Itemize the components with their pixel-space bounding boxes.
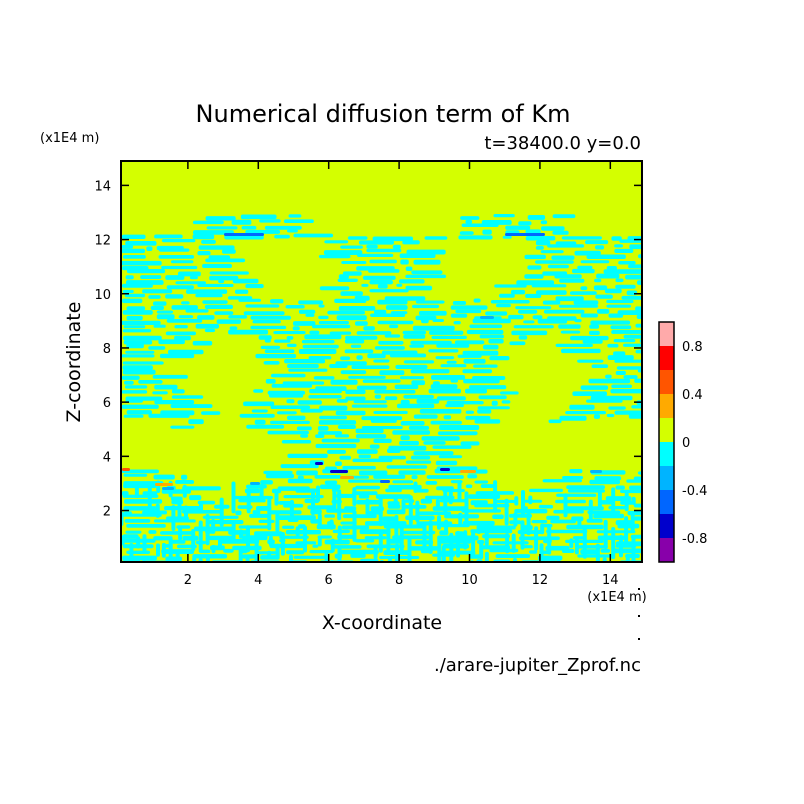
chart-title: Numerical diffusion term of Km bbox=[196, 100, 571, 128]
colorbar-tick-label: -0.4 bbox=[682, 484, 707, 499]
x-tick-label: 4 bbox=[254, 573, 262, 588]
chart-subtitle: t=38400.0 y=0.0 bbox=[484, 133, 641, 154]
colorbar-segment bbox=[659, 370, 674, 394]
x-tick-label: 6 bbox=[325, 573, 333, 588]
y-tick-label: 4 bbox=[103, 450, 111, 465]
y-tick-label: 12 bbox=[94, 234, 111, 249]
x-unit-label: (x1E4 m) bbox=[587, 590, 646, 605]
y-axis-label: Z-coordinate bbox=[63, 302, 85, 423]
x-tick-label: 12 bbox=[532, 573, 549, 588]
x-tick-label: 8 bbox=[395, 573, 403, 588]
y-tick-label: 8 bbox=[103, 342, 111, 357]
colorbar-tick-label: -0.8 bbox=[682, 532, 707, 547]
y-tick-label: 6 bbox=[103, 396, 111, 411]
plot-frame bbox=[120, 160, 643, 563]
x-tick-label: 10 bbox=[461, 573, 478, 588]
x-tick-label: 2 bbox=[184, 573, 192, 588]
y-axis-ticks: 2 4 6 8 10 12 14 bbox=[94, 179, 642, 520]
colorbar-segment bbox=[659, 538, 674, 562]
colorbar-frame bbox=[658, 321, 675, 563]
colorbar-tick-label: 0.4 bbox=[682, 388, 703, 403]
colorbar-segment bbox=[659, 346, 674, 370]
colorbar-segment bbox=[659, 442, 674, 466]
y-tick-label: 14 bbox=[94, 179, 111, 194]
colorbar-segment bbox=[659, 466, 674, 490]
colorbar-tick-label: 0.8 bbox=[682, 340, 703, 355]
colorbar-segment bbox=[659, 514, 674, 538]
y-unit-label: (x1E4 m) bbox=[40, 131, 99, 146]
colorbar-segment bbox=[659, 394, 674, 418]
colorbar-segment bbox=[659, 322, 674, 346]
colorbar: -0.8 -0.4 0 0.4 0.8 bbox=[658, 321, 707, 563]
x-axis-ticks: 2 4 6 8 10 12 14 bbox=[184, 161, 619, 588]
x-tick-label: 14 bbox=[602, 573, 619, 588]
x-axis-label: X-coordinate bbox=[322, 612, 442, 634]
colorbar-segment bbox=[659, 490, 674, 514]
colorbar-tick-label: 0 bbox=[682, 436, 690, 451]
decorative-dots bbox=[638, 588, 640, 640]
y-tick-label: 10 bbox=[94, 288, 111, 303]
colorbar-segment bbox=[659, 418, 674, 442]
contour-field bbox=[121, 214, 642, 562]
source-filename: ./arare-jupiter_Zprof.nc bbox=[434, 655, 641, 676]
y-tick-label: 2 bbox=[103, 505, 111, 520]
